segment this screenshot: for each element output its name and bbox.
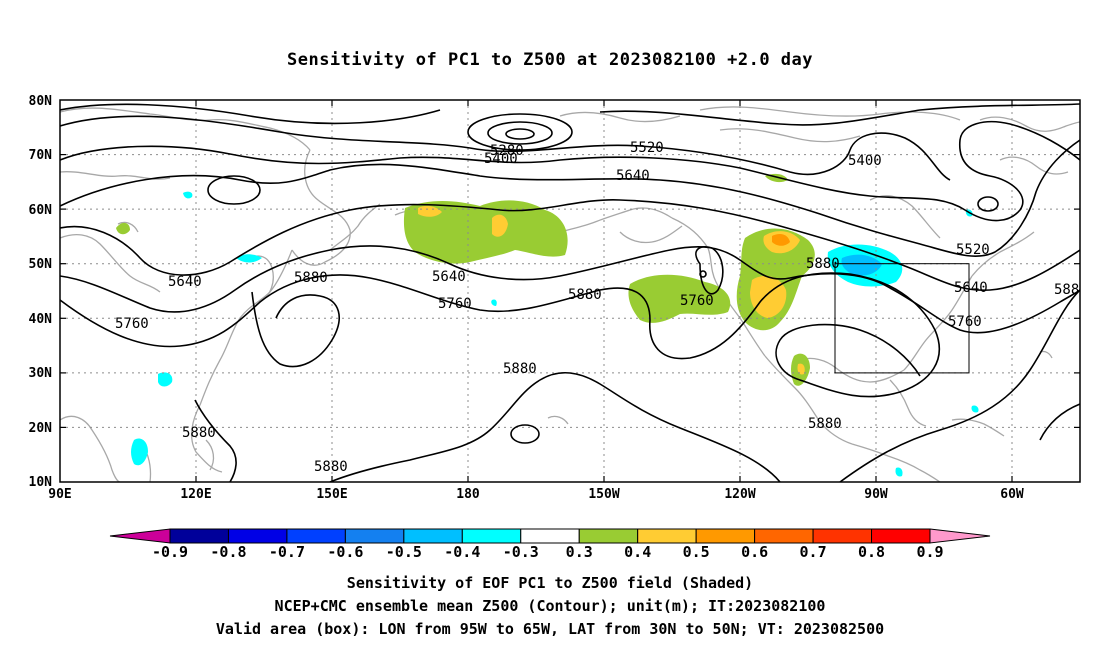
colorbar-cell [286, 528, 346, 544]
axis-ticks [60, 100, 1080, 482]
colorbar-label: -0.8 [210, 543, 246, 561]
lat-label: 50N [29, 257, 53, 272]
contour-label: 5880 [314, 459, 348, 475]
colorbar-cell [520, 528, 580, 544]
colorbar-cell [461, 528, 522, 544]
lon-label: 150E [316, 487, 347, 502]
colorbar-label: 0.8 [858, 543, 885, 561]
positive-core-pacific-west [418, 205, 442, 217]
colorbar-low-arrow [109, 528, 171, 544]
contour-label: 5760 [680, 293, 714, 309]
valid-area-box [834, 263, 970, 374]
caption-valid-area: Valid area (box): LON from 95W to 65W, L… [215, 620, 885, 638]
colorbar-high-arrow [929, 528, 991, 544]
positive-core-pacific-mid [492, 214, 508, 237]
longitude-labels: 90E 120E 150E 180 150W 120W 90W 60W [48, 487, 1024, 502]
map-background [60, 100, 1080, 482]
contour-label: 5760 [115, 316, 149, 332]
contour-label: 588 [1054, 282, 1079, 298]
lat-label: 20N [29, 421, 53, 436]
colorbar-cell [871, 528, 931, 544]
lon-label: 180 [456, 487, 480, 502]
caption-shading: Sensitivity of EOF PC1 to Z500 field (Sh… [346, 574, 754, 592]
caption-contour: NCEP+CMC ensemble mean Z500 (Contour); u… [274, 597, 826, 615]
colorbar-label: -0.5 [386, 543, 422, 561]
negative-area-south-asia [131, 438, 148, 466]
negative-area-japan [236, 254, 262, 263]
contour-label: 5520 [956, 242, 990, 258]
negative-area-siberia [183, 191, 193, 199]
contour-label: 5880 [503, 361, 537, 377]
contour-label: 5880 [182, 425, 216, 441]
negative-core-great-lakes [841, 254, 882, 276]
contour-label: 5760 [438, 296, 472, 312]
lon-label: 90W [864, 487, 888, 502]
lat-label: 10N [29, 475, 53, 490]
contour-label: 5880 [806, 256, 840, 272]
page-title: Sensitivity of PC1 to Z500 at 2023082100… [286, 50, 813, 70]
positive-area-pacific-east [628, 274, 731, 323]
lon-label: 60W [1000, 487, 1024, 502]
positive-peak-north-america [772, 234, 790, 246]
lat-label: 40N [29, 312, 53, 327]
sensitivity-shading [116, 173, 979, 477]
z500-contours [60, 103, 1080, 482]
coastlines [60, 106, 1080, 482]
positive-area-asia [116, 222, 130, 235]
colorbar-label: -0.9 [152, 543, 188, 561]
map-frame [59, 99, 1081, 483]
negative-area-east-asia [158, 372, 173, 387]
lon-label: 150W [588, 487, 619, 502]
lon-label: 120W [724, 487, 755, 502]
colorbar-label: -0.6 [327, 543, 363, 561]
colorbar-label: 0.3 [566, 543, 593, 561]
colorbar-cell [754, 528, 814, 544]
lat-label: 80N [29, 94, 53, 109]
negative-area-pacific-speck [491, 299, 497, 306]
contour-label: 5880 [808, 416, 842, 432]
contour-label: 5640 [954, 280, 988, 296]
contour-label: 5880 [294, 270, 328, 286]
positive-core-gulf [797, 363, 805, 375]
contour-label: 5640 [616, 168, 650, 184]
latitude-labels: 80N 70N 60N 50N 40N 30N 20N 10N [29, 94, 53, 490]
lat-label: 70N [29, 148, 53, 163]
colorbar-label: -0.7 [269, 543, 305, 561]
colorbar-cell [637, 528, 697, 544]
colorbar-label: 0.6 [741, 543, 768, 561]
colorbar-label: -0.3 [503, 543, 539, 561]
contour-label: 5520 [630, 140, 664, 156]
contour-label: 5280 [490, 143, 524, 159]
positive-area-pacific-west [403, 200, 568, 264]
contour-label: 5760 [948, 314, 982, 330]
contour-label: 5640 [168, 274, 202, 290]
lat-label: 60N [29, 203, 53, 218]
colorbar-cell [169, 528, 229, 544]
colorbar-cell [403, 528, 463, 544]
colorbar-label: 0.9 [916, 543, 943, 561]
colorbar-cell [344, 528, 405, 544]
colorbar-label: 0.4 [624, 543, 651, 561]
contour-label: 5400 [848, 153, 882, 169]
lon-label: 90E [48, 487, 71, 502]
colorbar-cell [578, 528, 639, 544]
contour-label: 5640 [432, 269, 466, 285]
colorbar-cell [227, 528, 288, 544]
colorbar-cell [812, 528, 873, 544]
contour-labels: 5280 5400 5520 5640 5400 5520 5640 5640 … [115, 140, 1079, 475]
negative-area-caribbean [895, 467, 903, 477]
colorbar-label: 0.5 [683, 543, 710, 561]
negative-area-atlantic [971, 405, 979, 413]
lon-label: 120E [180, 487, 211, 502]
contour-label: 5880 [568, 287, 602, 303]
contour-label: 5400 [484, 151, 518, 167]
colorbar-label: -0.4 [444, 543, 480, 561]
colorbar-cell [695, 528, 756, 544]
colorbar-label: 0.7 [800, 543, 827, 561]
colorbar: -0.9 -0.8 -0.7 -0.6 -0.5 -0.4 -0.3 0.3 0.4 0.5 0.6… [109, 528, 991, 561]
lat-label: 30N [29, 366, 53, 381]
